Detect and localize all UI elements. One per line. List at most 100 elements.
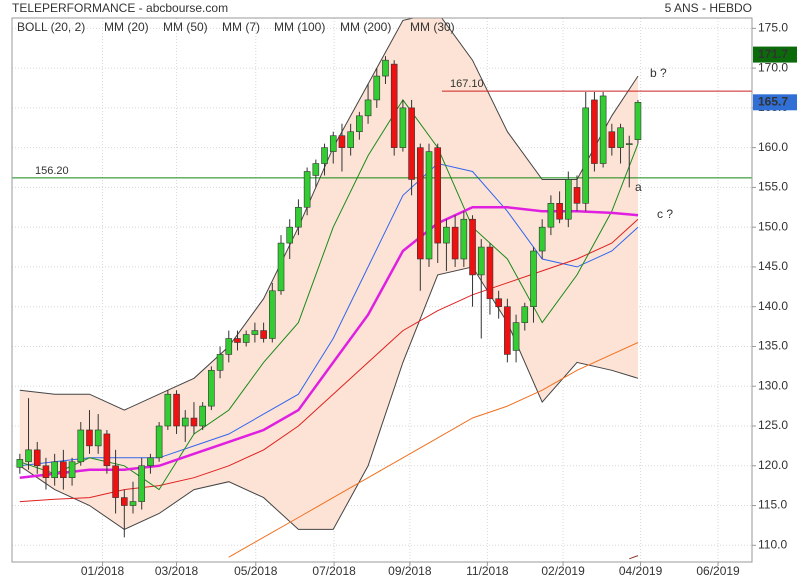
candle-body [538,226,546,252]
candle-body [138,465,146,502]
moving-average [19,218,639,503]
candle-body [599,95,607,164]
candle-body [347,131,354,148]
candle-body [51,461,58,478]
annotation: c ? [657,207,673,221]
y-tick-label: 130.0 [758,378,788,392]
annotation: a [635,180,642,194]
candle-body [634,102,642,140]
x-tick-label: 11/2018 [466,564,509,578]
annotation: b ? [650,66,667,80]
candle-body [121,497,128,506]
legend-label: MM (100) [274,20,325,34]
price-box [753,94,797,111]
candle-body [286,226,294,244]
candle-body [521,306,529,323]
moving-average [19,99,639,491]
candle-body [312,163,320,176]
candle-body [573,187,581,204]
candle-body [565,179,572,220]
price-label: 165.7 [758,94,788,108]
y-tick-label: 120.0 [758,458,788,472]
candle-body [425,151,433,260]
candle-body [591,99,598,164]
candle-body [547,203,555,228]
candle-body [234,338,241,343]
candle-body [460,218,468,260]
candle-body [443,226,450,244]
candle-body [181,417,189,427]
candle-body [147,457,154,467]
legend: BOLL (20, 2) MM (20) MM (50) MM (7) MM (100)… [17,20,455,34]
moving-average [228,342,639,558]
y-tick-label: 140.0 [758,299,788,313]
candle-body [225,338,233,355]
candle-body [77,429,85,463]
candle-body [112,465,119,498]
candle-body [530,250,537,308]
x-tick-label: 06/2019 [696,564,740,578]
candle-body [199,405,206,427]
candle-body [434,147,442,244]
level-label: 156.20 [35,165,69,177]
candle-body [173,393,180,427]
moving-average [19,206,639,479]
candle-body [321,147,328,164]
legend-label: BOLL (20, 2) [17,20,85,34]
y-tick-label: 115.0 [758,498,787,512]
candle-body [216,354,224,371]
axes: 110.0 115.0 120.0 125.0 130.0 135.0 140.0 145.0… [81,21,797,578]
y-tick-label: 160.0 [758,140,788,154]
x-tick-label: 07/2018 [312,564,356,578]
candle-body [477,246,485,276]
candle-body [277,242,285,292]
plot: 156.20 167.10 a b ? c ? [12,18,752,560]
chart-title: TELEPERFORMANCE - abcbourse.com [12,1,228,15]
moving-average [19,162,639,467]
y-tick-label: 125.0 [758,418,788,432]
legend-label: MM (50) [163,20,208,34]
y-tick-label: 110.0 [758,537,787,551]
candle-body [556,203,563,220]
candle-body [25,449,32,463]
candle-body [451,226,459,260]
legend-label: MM (20) [104,20,149,34]
candle-body [364,99,372,117]
candle-body [103,433,111,467]
candle-body [495,298,502,308]
candle-body [164,393,172,427]
legend-label: MM (7) [222,20,260,34]
candle-body [356,115,363,133]
y-tick-label: 150.0 [758,219,788,233]
candle-body [373,75,381,101]
candle-body [68,461,76,478]
candle-body [42,465,50,478]
candle-body [60,461,67,478]
candle-body [129,501,137,506]
candle-body [486,246,494,300]
candle-body [260,330,267,339]
x-tick-label: 05/2018 [234,564,278,578]
y-tick-label: 135.0 [758,339,788,353]
candle-body [269,290,276,339]
x-tick-label: 03/2018 [155,564,199,578]
candle-body [469,218,476,276]
candle-body [190,417,198,427]
level-label: 167.10 [450,78,484,90]
candle-body [16,459,24,468]
candle-body [382,59,389,77]
candle-body [94,429,102,447]
price-box [753,46,797,63]
legend-label: MM (200) [340,20,391,34]
candle-body [329,135,337,152]
x-tick-label: 02/2019 [541,564,585,578]
candle-body [408,107,415,180]
candle-body [251,330,259,335]
y-tick-label: 170.0 [758,60,788,74]
candle-body [399,107,407,148]
y-tick-label: 145.0 [758,259,788,273]
moving-average [629,555,639,560]
candle-body [617,127,624,148]
